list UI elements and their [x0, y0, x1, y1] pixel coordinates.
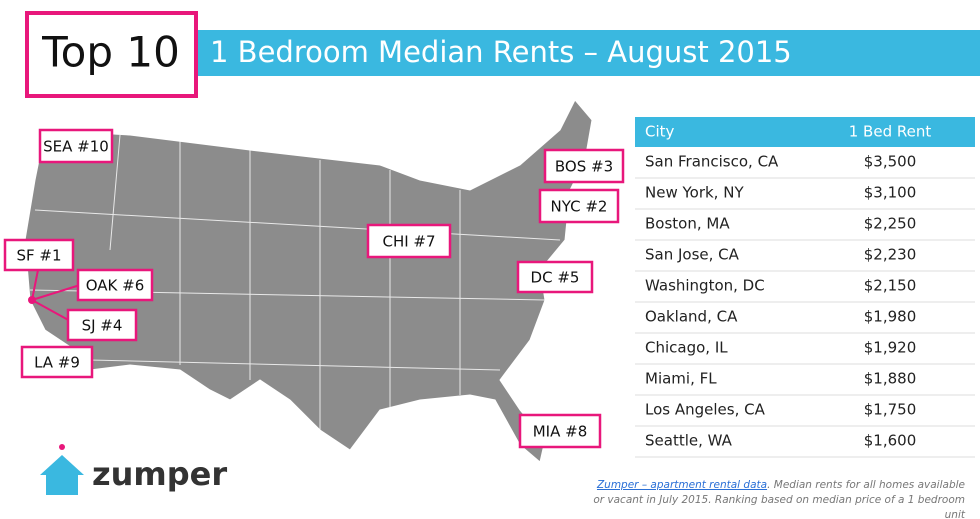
city: Boston, MA — [645, 215, 730, 233]
city: Oakland, CA — [645, 308, 738, 326]
map-labels: SEA #10 SF #1 OAK #6 SJ #4 LA #9 CHI #7 BOS #3… — [3, 128, 625, 449]
rent: $1,980 — [864, 308, 917, 326]
rent: $2,150 — [864, 277, 917, 295]
label-box — [543, 148, 625, 184]
label-box — [516, 260, 594, 294]
rent: $1,600 — [864, 432, 917, 450]
label-box — [76, 268, 154, 302]
map-label: OAK #6 — [86, 277, 145, 295]
map-label: DC #5 — [531, 269, 580, 287]
label-box — [38, 128, 114, 164]
map-label: BOS #3 — [555, 158, 613, 176]
map-label: SF #1 — [16, 247, 61, 265]
map-label: SEA #10 — [43, 138, 109, 156]
city: Seattle, WA — [645, 432, 733, 450]
map-label: LA #9 — [34, 354, 80, 372]
city: New York, NY — [645, 184, 744, 202]
state-lines — [29, 134, 561, 430]
map-label: NYC #2 — [551, 198, 608, 216]
map-label: CHI #7 — [382, 233, 435, 251]
title-box — [25, 11, 198, 98]
city: Los Angeles, CA — [645, 401, 766, 419]
rent: $2,250 — [864, 215, 917, 233]
footnote-text: . Median rents for all homes available o… — [593, 479, 965, 519]
label-box — [366, 223, 452, 259]
subtitle: 1 Bedroom Median Rents – August 2015 — [210, 35, 792, 69]
table-header: 1 Bed Rent — [849, 123, 932, 141]
map-label: SJ #4 — [82, 317, 123, 335]
title: Top 10 — [41, 28, 180, 77]
table-header-bg — [635, 117, 975, 147]
city: San Jose, CA — [645, 246, 740, 264]
banner — [195, 30, 980, 76]
logo-text: zumper — [92, 455, 227, 493]
footnote: Zumper – apartment rental data. Median r… — [585, 478, 965, 519]
rent: $1,750 — [864, 401, 917, 419]
city: Miami, FL — [645, 370, 717, 388]
label-box — [538, 188, 620, 224]
rent: $1,920 — [864, 339, 917, 357]
logo: zumper — [40, 444, 227, 495]
rent: $3,100 — [864, 184, 917, 202]
logo-heart — [59, 444, 65, 450]
logo-house — [40, 455, 84, 495]
label-box — [518, 413, 602, 449]
table-header: City — [645, 123, 675, 141]
city: San Francisco, CA — [645, 153, 779, 171]
label-box — [66, 308, 138, 342]
rent-table: City 1 Bed Rent San Francisco, CA $3,500 New… — [635, 117, 975, 458]
city: Chicago, IL — [645, 339, 728, 357]
pointer-lines — [28, 269, 81, 323]
label-box — [20, 345, 94, 379]
us-map — [24, 99, 593, 463]
rent: $2,230 — [864, 246, 917, 264]
city: Washington, DC — [645, 277, 765, 295]
rent: $1,880 — [864, 370, 917, 388]
map-label: MIA #8 — [533, 423, 588, 441]
footnote-link[interactable]: Zumper – apartment rental data — [596, 479, 768, 491]
label-box — [3, 238, 75, 272]
rent: $3,500 — [864, 153, 917, 171]
